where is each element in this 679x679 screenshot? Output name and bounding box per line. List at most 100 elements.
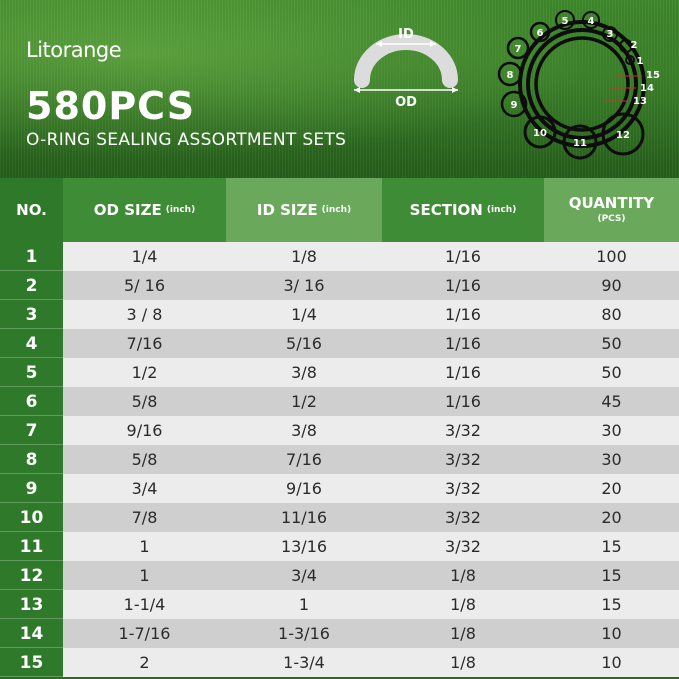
- header-no: NO.: [0, 178, 63, 242]
- cell-id: 3/ 16: [226, 271, 382, 300]
- ring-4: [582, 11, 600, 29]
- table-row: 14 1-7/16 1-3/16 1/8 10: [0, 619, 679, 648]
- ring-label-2: 2: [631, 40, 638, 51]
- cell-qty: 50: [544, 358, 679, 387]
- cell-id: 13/16: [226, 532, 382, 561]
- cell-no: 9: [0, 474, 63, 503]
- cell-qty: 15: [544, 532, 679, 561]
- cell-section: 3/32: [382, 532, 544, 561]
- cell-qty: 15: [544, 561, 679, 590]
- ring-8: [497, 61, 523, 87]
- ring-label-6: 6: [537, 28, 544, 39]
- cell-no: 14: [0, 619, 63, 648]
- ring-label-14: 14: [640, 83, 654, 94]
- cell-id: 1: [226, 590, 382, 619]
- cell-no: 1: [0, 242, 63, 271]
- cell-id: 1/4: [226, 300, 382, 329]
- ring-label-15: 15: [646, 70, 660, 81]
- cell-od: 5/8: [63, 387, 226, 416]
- cell-id: 5/16: [226, 329, 382, 358]
- cell-od: 9/16: [63, 416, 226, 445]
- cell-section: 1/8: [382, 590, 544, 619]
- cell-no: 12: [0, 561, 63, 590]
- cell-id: 3/8: [226, 416, 382, 445]
- cell-no: 2: [0, 271, 63, 300]
- cell-section: 1/16: [382, 271, 544, 300]
- cell-od: 7/8: [63, 503, 226, 532]
- cell-no: 10: [0, 503, 63, 532]
- cell-qty: 100: [544, 242, 679, 271]
- cell-section: 1/16: [382, 387, 544, 416]
- ring-2: [619, 39, 633, 53]
- ring-5: [555, 10, 575, 30]
- ring-label-11: 11: [573, 138, 587, 149]
- ring-9: [500, 90, 528, 118]
- cell-section: 3/32: [382, 474, 544, 503]
- cell-id: 1-3/16: [226, 619, 382, 648]
- cell-qty: 90: [544, 271, 679, 300]
- cell-qty: 80: [544, 300, 679, 329]
- cell-qty: 20: [544, 503, 679, 532]
- cell-qty: 50: [544, 329, 679, 358]
- table-row: 10 7/8 11/16 3/32 20: [0, 503, 679, 532]
- header-section-unit: (inch): [486, 205, 517, 215]
- oring-sizes-illustration: 1 2 3 4 5 6 7 8 9 10 11 12 13 14 15: [497, 10, 660, 160]
- cell-section: 1/8: [382, 648, 544, 677]
- cell-section: 1/8: [382, 561, 544, 590]
- ring-label-8: 8: [507, 70, 514, 81]
- cell-id: 3/8: [226, 358, 382, 387]
- cell-id: 7/16: [226, 445, 382, 474]
- ring-label-3: 3: [607, 29, 614, 40]
- cell-no: 13: [0, 590, 63, 619]
- cell-od: 5/ 16: [63, 271, 226, 300]
- table-row: 2 5/ 16 3/ 16 1/16 90: [0, 271, 679, 300]
- cell-qty: 10: [544, 619, 679, 648]
- cell-od: 5/8: [63, 445, 226, 474]
- cell-qty: 30: [544, 416, 679, 445]
- id-label: ID: [398, 27, 414, 42]
- cell-no: 8: [0, 445, 63, 474]
- cell-section: 1/16: [382, 358, 544, 387]
- table-row: 13 1-1/4 1 1/8 15: [0, 590, 679, 619]
- ring-7: [506, 36, 530, 60]
- cell-no: 3: [0, 300, 63, 329]
- cell-section: 1/16: [382, 300, 544, 329]
- cell-od: 1-7/16: [63, 619, 226, 648]
- cell-id: 11/16: [226, 503, 382, 532]
- header-section: SECTION (inch): [382, 178, 544, 242]
- oring-section-shape: [354, 34, 458, 88]
- table-header-row: NO. OD SIZE (inch) ID SIZE (inch) SECTION(…: [0, 178, 679, 242]
- header-od-unit: (inch): [165, 205, 196, 215]
- ring-label-7: 7: [515, 44, 522, 55]
- table-row: 8 5/8 7/16 3/32 30: [0, 445, 679, 474]
- table-body: 1 1/4 1/8 1/16 100 2 5/ 16 3/ 16 1/16 90 3 3 / 8 1/4…: [0, 242, 679, 677]
- cell-section: 1/16: [382, 329, 544, 358]
- cell-qty: 10: [544, 648, 679, 677]
- piece-count: 580PCS: [26, 84, 196, 128]
- ring-12: [601, 112, 645, 156]
- ring-1: [625, 55, 635, 65]
- ring-13: [534, 36, 630, 132]
- header-id-label: ID SIZE: [256, 201, 318, 219]
- cell-section: 3/32: [382, 416, 544, 445]
- ring-label-5: 5: [562, 16, 569, 27]
- header-quantity-label: QUANTITY: [568, 194, 655, 213]
- oring-dimension-diagram: ID OD: [354, 27, 458, 110]
- ring-10: [523, 115, 557, 149]
- cell-section: 3/32: [382, 445, 544, 474]
- header-section-label: SECTION: [409, 201, 483, 219]
- ring-label-4: 4: [588, 16, 595, 27]
- cell-no: 5: [0, 358, 63, 387]
- header-od-size: OD SIZE (inch): [63, 178, 226, 242]
- cell-id: 1/8: [226, 242, 382, 271]
- cell-od: 3/4: [63, 474, 226, 503]
- ring-11: [562, 124, 598, 160]
- cell-id: 1/2: [226, 387, 382, 416]
- cell-section: 1/8: [382, 619, 544, 648]
- table-row: 5 1/2 3/8 1/16 50: [0, 358, 679, 387]
- cell-no: 6: [0, 387, 63, 416]
- header-banner: Litorange 580PCS O-RING SEALING ASSORTME…: [0, 0, 679, 178]
- cell-no: 7: [0, 416, 63, 445]
- cell-id: 3/4: [226, 561, 382, 590]
